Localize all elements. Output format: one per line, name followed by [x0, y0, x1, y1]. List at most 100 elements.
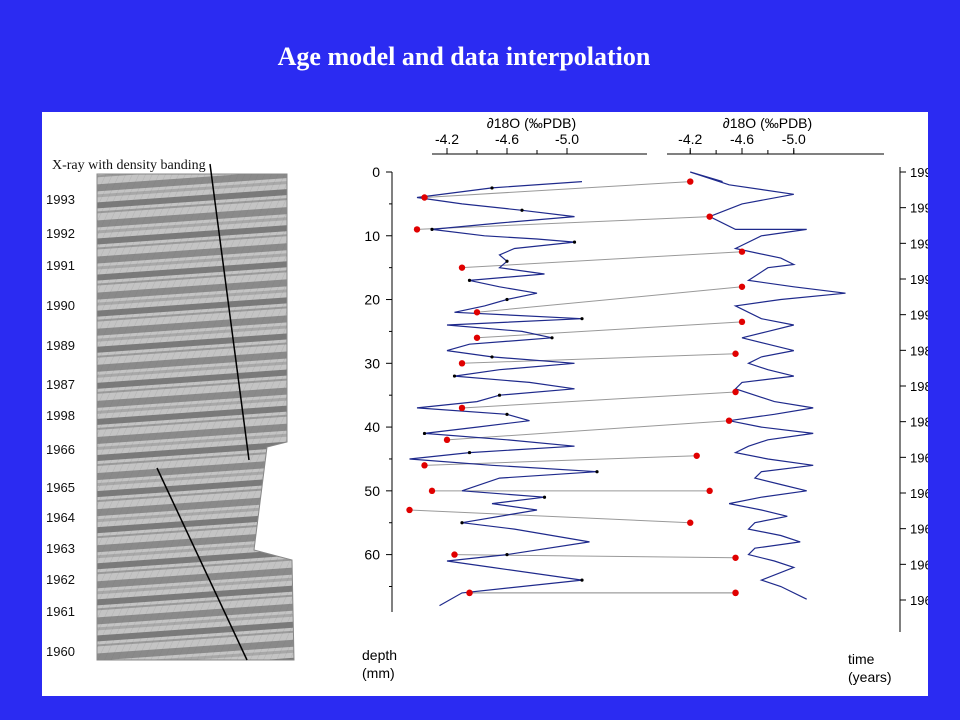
sample-point [467, 450, 472, 455]
xray-year-label: 1966 [46, 442, 75, 457]
depth-tick-label: 40 [364, 419, 380, 435]
tie-point-marker [738, 318, 746, 326]
time-tick-label: 1990 [910, 308, 928, 323]
tie-point-marker [738, 283, 746, 290]
time-tick-label: 1992 [910, 236, 928, 251]
xray-year-label: 1963 [46, 541, 75, 556]
sample-point [595, 470, 599, 474]
time-tick-label: 1962 [910, 593, 928, 608]
figure-panel: 1993 1992 1991 1990 1989 1987 1998 1966 1965 1964… [42, 112, 928, 696]
tie-point-marker [473, 334, 481, 341]
tie-point-marker [458, 404, 466, 412]
tie-line [476, 321, 743, 339]
time-tick-label: 1963 [910, 557, 928, 572]
sample-point [580, 578, 584, 582]
tie-line [476, 286, 743, 313]
tie-point-marker [732, 554, 739, 561]
sample-point [422, 431, 427, 436]
sampling-track-upper [209, 163, 250, 461]
xray-year-label: 1998 [46, 408, 75, 423]
time-tick-label: 1991 [910, 272, 928, 287]
depth-tick-label: 30 [364, 355, 380, 371]
xray-year-label: 1964 [46, 510, 75, 525]
tie-point-marker [732, 589, 739, 597]
tie-point-marker [458, 264, 466, 271]
xray-year-label: 1965 [46, 480, 75, 495]
time-tick-label: 1989 [910, 343, 928, 358]
tie-line [424, 181, 691, 199]
sample-point [497, 393, 502, 397]
sample-point [452, 374, 457, 378]
isotope-tick-label: -4.2 [435, 131, 459, 147]
isotope-tick-label: -4.2 [678, 131, 702, 147]
xray-year-label: 1993 [46, 192, 75, 207]
depth-tick-label: 20 [364, 292, 380, 308]
sample-point [572, 240, 577, 244]
time-tick-label: 1966 [910, 450, 928, 465]
sample-point [505, 553, 509, 557]
sample-point [467, 278, 472, 283]
xray-year-label: 1960 [46, 644, 75, 659]
tie-point-marker [413, 226, 421, 233]
tie-line [461, 251, 743, 269]
tie-point-marker [421, 462, 428, 469]
xray-year-label: 1961 [46, 604, 75, 619]
time-tick-label: 1988 [910, 379, 928, 394]
depth-axis-label: (mm) [362, 665, 395, 681]
isotope-tick-label: -5.0 [555, 131, 579, 147]
tie-point-marker [458, 360, 466, 367]
sample-point [430, 227, 434, 231]
tie-point-marker [706, 213, 713, 220]
isotope-chart: 0 10 20 30 40 50 60 depth (mm) 1994 1993 1992 1991 19… [362, 115, 928, 685]
tie-point-marker [687, 519, 694, 526]
tie-line [461, 353, 736, 364]
depth-tick-label: 0 [372, 164, 380, 180]
depth-tick-label: 50 [364, 483, 380, 499]
xray-year-labels: 1993 1992 1991 1990 1989 1987 1998 1966 1965 1964… [46, 192, 75, 659]
tie-point-marker [732, 388, 739, 396]
tie-line [409, 509, 691, 524]
isotope-axis-title: ∂18O (‰PDB) [723, 115, 812, 131]
sample-point [520, 208, 524, 212]
tie-point-marker [738, 248, 746, 255]
time-tick-label: 1987 [910, 415, 928, 430]
tie-point-marker [693, 452, 700, 459]
tie-point-marker [466, 589, 473, 597]
time-axis-label: time [848, 651, 875, 667]
sample-point [460, 521, 464, 525]
xray-year-label: 1991 [46, 258, 75, 273]
tie-line [416, 216, 710, 230]
isotope-axis-title: ∂18O (‰PDB) [487, 115, 576, 131]
time-tick-label: 1965 [910, 486, 928, 501]
isotope-tick-label: -4.6 [730, 131, 754, 147]
sample-point [505, 412, 509, 416]
depth-axis-label: depth [362, 647, 397, 663]
sample-point [580, 317, 584, 321]
tie-point-marker [687, 178, 694, 185]
depth-tick-label: 10 [364, 228, 380, 244]
tie-point-marker [725, 417, 733, 424]
depth-series-line [409, 181, 598, 607]
slide-title: Age model and data interpolation [277, 42, 651, 71]
xray-caption: X-ray with density banding [52, 158, 206, 173]
tie-point-marker [451, 551, 458, 558]
tie-point-marker [406, 506, 413, 514]
isotope-tick-label: -5.0 [782, 131, 806, 147]
tie-point-marker [443, 436, 451, 444]
time-series-line [690, 171, 846, 600]
time-axis-label: (years) [848, 669, 892, 685]
tie-point-marker [421, 194, 428, 201]
tie-point-marker [706, 487, 713, 495]
sampling-track-lower [156, 467, 248, 661]
time-tick-label: 1994 [910, 165, 928, 180]
sample-point [505, 297, 509, 302]
tie-line [461, 391, 736, 409]
xray-year-label: 1962 [46, 572, 75, 587]
sample-point [550, 336, 554, 340]
tie-point-marker [732, 350, 739, 357]
sample-point [505, 259, 509, 263]
sample-point [542, 495, 547, 499]
xray-year-label: 1992 [46, 226, 75, 241]
xray-image: 1993 1992 1991 1990 1989 1987 1998 1966 1965 1964… [42, 112, 312, 696]
time-tick-label: 1964 [910, 522, 928, 537]
